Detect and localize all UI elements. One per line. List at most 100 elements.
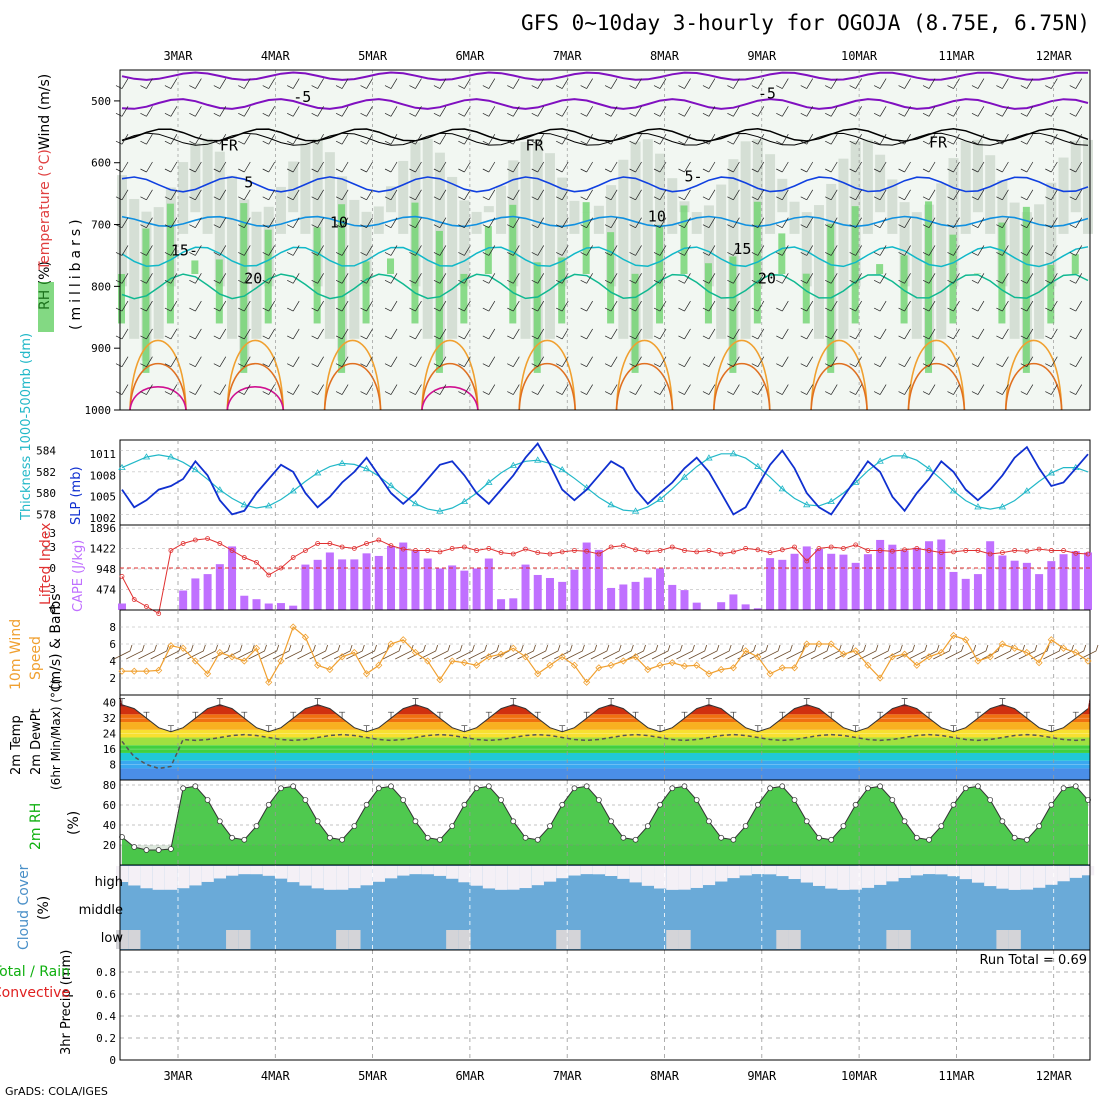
temperature-contours [121, 71, 1089, 411]
rh-point-70 [975, 783, 981, 790]
cape-bar-44 [656, 568, 665, 610]
contour-label-4: FR [929, 133, 948, 151]
thickness-point-54 [778, 485, 787, 492]
cape-bar-64 [900, 550, 909, 610]
cape-bar-26 [435, 568, 444, 610]
wind-tick-8: 8 [109, 621, 116, 634]
slp-ylabel: SLP (mb) [69, 466, 84, 525]
slp-tick-1005: 1005 [90, 491, 117, 504]
cape-bar-53 [766, 558, 775, 610]
cape-bar-58 [827, 553, 836, 610]
wind-point-75 [1035, 659, 1043, 667]
thickness-slp-panel: 578 580 582 584 1002 1005 1008 1011 Thickness 1… [19, 333, 1091, 526]
lifted-point-58 [828, 544, 834, 550]
wind-point-76 [1047, 636, 1055, 644]
lifted-point-25 [425, 548, 431, 553]
thickness-point-2 [142, 453, 151, 460]
lifted-tick-2: 0 [49, 562, 56, 575]
precip-legend-conv: Convective [0, 985, 70, 1001]
lifted-point-41 [620, 543, 626, 548]
lifted-point-68 [951, 549, 956, 555]
wind-point-23 [399, 636, 407, 644]
wind-point-66 [925, 653, 933, 661]
cape-bar-39 [594, 549, 603, 610]
cape-bar-17 [325, 552, 334, 610]
thickness-point-24 [411, 499, 420, 507]
rh-point-52 [754, 801, 761, 808]
rh-point-28 [461, 801, 468, 808]
rh-point-73 [1011, 834, 1018, 841]
cape-bar-75 [1035, 574, 1044, 610]
wind-point-14 [289, 623, 297, 631]
wind-point-74 [1023, 648, 1031, 657]
contour-label-11: 20 [244, 269, 262, 287]
chart-title: GFS 0~10day 3-hourly for OGOJA (8.75E, 6… [521, 11, 1090, 35]
wind-point-25 [424, 657, 432, 665]
rh-point-49 [718, 834, 725, 841]
rh-point-42 [632, 836, 639, 843]
cape-bar-32 [509, 598, 518, 610]
rh-point-48 [706, 818, 712, 825]
wind-point-1 [130, 667, 138, 675]
wind-point-68 [949, 631, 958, 640]
rh-point-24 [412, 818, 419, 825]
lifted-point-52 [755, 547, 761, 553]
cape-bar-60 [851, 562, 860, 610]
cape-bar-71 [986, 541, 995, 610]
cape-bar-47 [692, 602, 701, 610]
slp-tick-1002: 1002 [90, 512, 117, 525]
rh-point-57 [816, 834, 822, 841]
rh-point-12 [265, 801, 272, 808]
lifted-point-6 [192, 537, 198, 543]
cape-tick-1896: 1896 [90, 522, 117, 535]
cape-bar-57 [814, 549, 823, 610]
cape-bar-27 [448, 565, 457, 610]
cape-bar-76 [1047, 561, 1056, 610]
rh-point-37 [571, 785, 578, 792]
cape-bar-61 [863, 554, 872, 610]
lifted-point-77 [1061, 548, 1066, 553]
wind-point-45 [668, 659, 676, 667]
thickness-point-36 [558, 465, 566, 473]
wind-point-3 [155, 666, 163, 674]
cape-bar-41 [619, 584, 628, 610]
date-top-2: 5MAR [358, 49, 388, 63]
cape-bar-52 [753, 608, 762, 610]
lifted-point-26 [437, 549, 443, 555]
lifted-point-71 [987, 551, 993, 557]
cape-bar-69 [961, 578, 970, 610]
wind-ylabel-1: 10m Wind [8, 619, 24, 690]
lifted-point-67 [938, 550, 944, 555]
thickness-point-40 [607, 501, 615, 508]
thickness-point-30 [485, 478, 493, 485]
slp-tick-1008: 1008 [90, 469, 117, 482]
rh-point-27 [449, 823, 456, 829]
thickness-point-46 [680, 473, 689, 480]
lifted-point-20 [364, 541, 369, 546]
rh-point-3 [155, 847, 162, 853]
date-bottom-3: 6MAR [455, 1069, 485, 1083]
wind-point-34 [534, 670, 542, 678]
date-top-5: 8MAR [650, 49, 680, 63]
wind-point-6 [191, 657, 199, 665]
rh-point-29 [473, 785, 480, 792]
lifted-point-40 [608, 544, 614, 550]
lifted-point-72 [1000, 550, 1005, 555]
cape-tick-474: 474 [96, 584, 116, 597]
thickness-tick-582: 582 [36, 466, 56, 479]
lifted-point-42 [633, 547, 638, 553]
ua-ylabel-temp: Temperature (°C) [37, 149, 53, 271]
rh-tick-80: 80 [103, 779, 116, 792]
upper-air-panel: -5 -5 FR FR FR 5 5- 10 10 15- 15 20 20 500 600 700 800 9… [37, 69, 1093, 417]
lifted-cape-panel: -3-3 0 3 6 474 948 1422 1896 Lifted Index CAPE … [38, 522, 1092, 616]
date-top-8: 11MAR [938, 49, 975, 63]
rh-point-1 [131, 844, 138, 850]
rh-point-35 [547, 823, 553, 829]
rh-point-5 [180, 785, 186, 792]
date-bottom-9: 12MAR [1036, 1069, 1073, 1083]
contour-label-3: FR [526, 136, 545, 154]
thickness-point-70 [974, 503, 982, 510]
rh-point-62 [877, 783, 883, 790]
wind-speed-line [122, 625, 1089, 684]
